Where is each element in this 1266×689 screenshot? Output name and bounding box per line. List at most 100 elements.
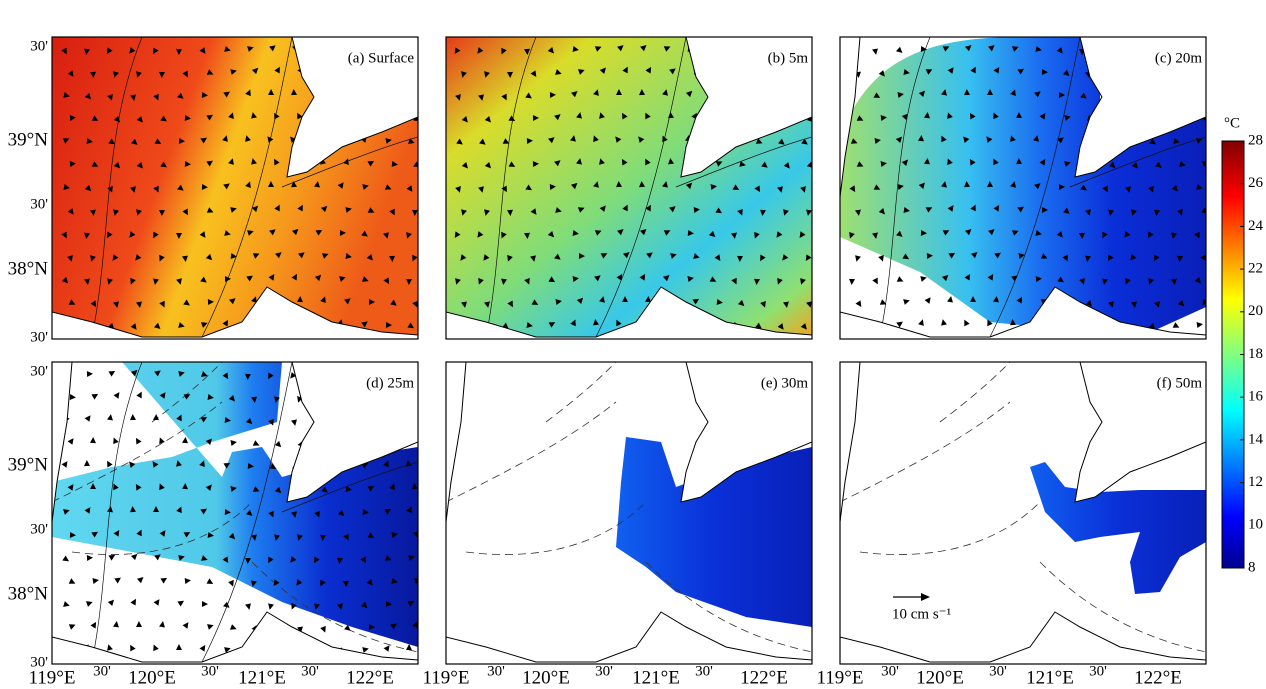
velocity-arrow xyxy=(314,181,320,188)
velocity-arrow xyxy=(926,253,933,259)
velocity-arrow xyxy=(501,278,507,285)
velocity-arrow xyxy=(593,319,599,326)
velocity-arrow xyxy=(739,161,746,167)
velocity-arrow xyxy=(268,603,274,610)
velocity-arrow xyxy=(160,577,168,584)
velocity-arrow xyxy=(507,209,513,216)
velocity-arrow xyxy=(855,300,862,307)
land xyxy=(840,611,1206,664)
velocity-arrow xyxy=(206,160,213,167)
velocity-arrow xyxy=(159,209,165,216)
velocity-arrow xyxy=(1056,47,1063,54)
velocity-arrow xyxy=(176,644,182,651)
velocity-arrow xyxy=(993,67,1000,74)
velocity-arrow xyxy=(617,229,624,236)
velocity-arrow xyxy=(291,89,297,96)
velocity-arrow xyxy=(872,277,878,285)
velocity-arrow xyxy=(1155,161,1162,168)
velocity-arrow xyxy=(176,460,182,467)
velocity-arrow xyxy=(576,158,582,165)
velocity-arrow xyxy=(290,556,297,563)
velocity-arrow xyxy=(113,71,119,78)
velocity-arrow xyxy=(941,181,947,188)
velocity-arrow xyxy=(731,232,737,239)
velocity-arrow xyxy=(639,273,646,281)
velocity-arrow xyxy=(576,112,582,119)
velocity-arrow xyxy=(182,70,188,78)
velocity-arrow xyxy=(477,47,484,54)
velocity-arrow xyxy=(246,275,253,282)
velocity-arrow xyxy=(320,625,326,633)
velocity-arrow xyxy=(62,138,70,144)
map-panel: (e) 30m xyxy=(445,361,813,665)
velocity-arrow xyxy=(525,184,533,191)
velocity-arrow xyxy=(806,209,812,216)
velocity-arrow xyxy=(84,92,92,100)
velocity-arrow xyxy=(484,161,492,169)
velocity-arrow xyxy=(90,483,96,490)
velocity-arrow xyxy=(1148,278,1154,285)
lon-label: 119°E xyxy=(29,667,76,688)
velocity-arrow xyxy=(621,158,628,166)
velocity-arrow xyxy=(896,276,904,282)
velocity-arrow xyxy=(947,112,953,120)
velocity-arrow xyxy=(897,92,904,98)
velocity-arrow xyxy=(153,278,159,285)
velocity-arrow xyxy=(594,275,601,282)
velocity-arrow xyxy=(159,300,165,308)
velocity-arrow xyxy=(942,230,950,236)
velocity-arrow xyxy=(547,230,555,238)
velocity-arrow xyxy=(199,231,206,238)
land xyxy=(446,362,467,523)
velocity-arrow xyxy=(1108,209,1114,216)
velocity-arrow xyxy=(477,231,484,238)
velocity-arrow xyxy=(576,297,584,305)
velocity-arrow xyxy=(461,161,469,169)
lon-label: 122°E xyxy=(346,667,394,688)
velocity-arrow xyxy=(1102,278,1108,285)
velocity-arrow xyxy=(67,484,74,491)
map-panel: (a) Surface xyxy=(51,36,419,340)
velocity-arrow xyxy=(113,437,119,445)
land xyxy=(1074,37,1206,178)
velocity-arrow xyxy=(268,274,275,281)
velocity-arrow xyxy=(291,419,297,426)
velocity-arrow xyxy=(994,252,1001,259)
panel-frame xyxy=(445,36,813,340)
velocity-arrow xyxy=(760,300,766,308)
contour xyxy=(446,362,812,653)
land xyxy=(286,362,418,503)
panel-label: (f) 50m xyxy=(1157,375,1203,391)
contour xyxy=(52,362,418,653)
velocity-arrow xyxy=(1017,68,1025,75)
velocity-arrow xyxy=(160,161,168,168)
velocity-arrow xyxy=(130,369,138,377)
lon-label: 119°E xyxy=(817,667,864,688)
velocity-arrow xyxy=(1064,161,1071,167)
lon-label: 30' xyxy=(301,663,319,679)
lon-label: 119°E xyxy=(423,667,470,688)
velocity-arrow xyxy=(778,138,785,145)
velocity-arrow xyxy=(645,204,651,212)
velocity-arrow xyxy=(1057,276,1064,283)
velocity-arrow xyxy=(924,158,930,165)
velocity-arrow xyxy=(1056,231,1063,238)
velocity-arrow xyxy=(920,276,927,282)
velocity-arrow xyxy=(615,136,622,143)
velocity-arrow xyxy=(925,69,933,75)
velocity-arrow xyxy=(530,255,536,262)
velocity-arrow xyxy=(201,601,208,607)
velocity-arrow xyxy=(178,555,185,561)
velocity-arrow xyxy=(176,506,182,514)
velocity-arrow xyxy=(783,301,789,308)
velocity-arrow xyxy=(406,644,412,651)
velocity-arrow xyxy=(964,228,972,236)
velocity-arrow xyxy=(339,276,346,282)
velocity-arrow xyxy=(525,92,532,99)
velocity-arrow xyxy=(755,138,763,144)
velocity-arrow xyxy=(291,602,297,610)
velocity-arrow xyxy=(412,621,418,629)
panel-frame xyxy=(51,36,419,340)
velocity-arrow xyxy=(360,601,368,609)
velocity-arrow xyxy=(1171,278,1177,285)
